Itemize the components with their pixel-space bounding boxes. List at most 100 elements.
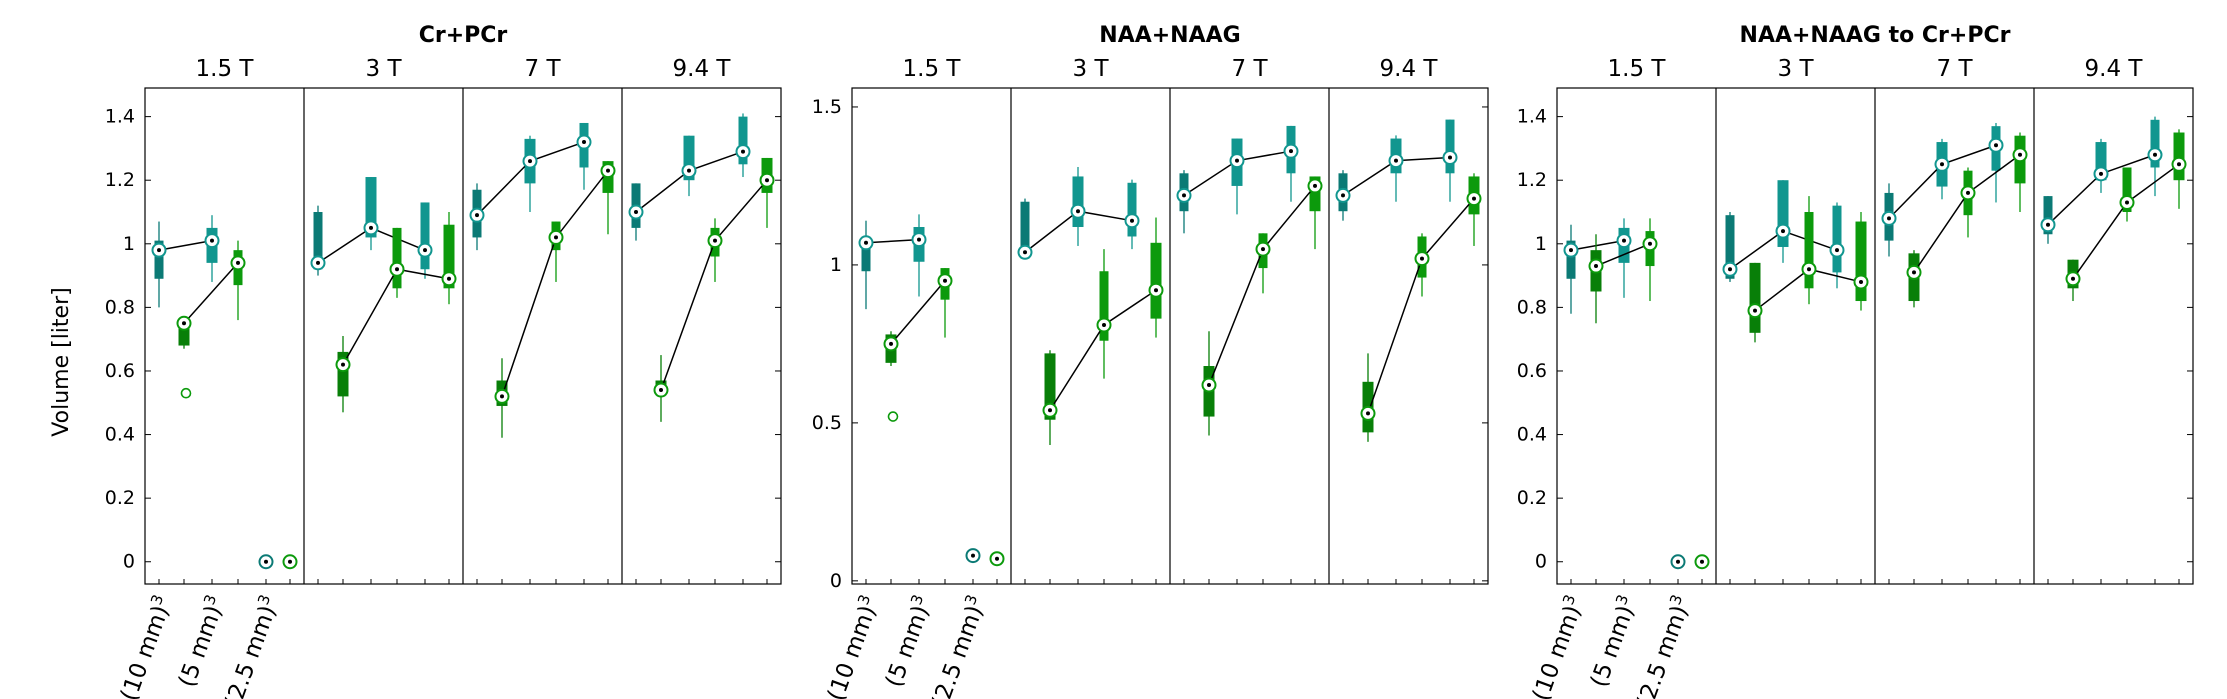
x-tick-label: (5 mm)3 [171, 592, 230, 690]
box [1777, 180, 1789, 247]
median-marker-dot [1994, 143, 1998, 148]
box [2122, 167, 2132, 212]
median-trend-line [1367, 198, 1475, 414]
field-strength-label: 1.5 T [1608, 56, 1667, 82]
median-marker-dot [1182, 193, 1186, 198]
median-marker-dot [634, 210, 638, 214]
field-strength-label: 7 T [525, 56, 562, 82]
median-marker-dot [765, 178, 769, 183]
box [2150, 119, 2160, 168]
median-marker-dot [1753, 308, 1757, 313]
box [1749, 262, 1761, 333]
y-tick-label: 1 [1535, 233, 1547, 255]
median-marker-dot [582, 140, 586, 145]
median-marker-dot [2177, 162, 2181, 167]
field-strength-label: 7 T [1937, 56, 1974, 82]
x-tick-exponent: 3 [961, 592, 981, 607]
median-marker-dot [2099, 171, 2103, 176]
chart-title: NAA+NAAG [1099, 23, 1240, 48]
box [443, 224, 455, 289]
median-marker-dot [606, 168, 610, 173]
box [1127, 182, 1137, 237]
x-tick-label: (10 mm)3 [113, 592, 177, 699]
zero-marker-dot [995, 556, 999, 561]
zero-marker-dot [264, 559, 268, 564]
median-marker-dot [1835, 248, 1839, 253]
box [154, 240, 164, 279]
y-tick-label: 1.4 [105, 106, 135, 128]
field-strength-label: 1.5 T [196, 56, 255, 82]
median-marker-dot [1912, 270, 1916, 275]
median-trend-line [1208, 185, 1316, 386]
median-marker-dot [1807, 267, 1811, 272]
median-marker-dot [1966, 190, 1970, 195]
median-marker-dot [2046, 222, 2050, 227]
x-tick-label: (5 mm)3 [1583, 592, 1642, 690]
box [178, 320, 190, 346]
field-strength-label: 9.4 T [1380, 56, 1439, 82]
median-marker-dot [475, 213, 479, 218]
median-marker-dot [1887, 216, 1891, 221]
median-marker-dot [1781, 229, 1785, 234]
median-marker-dot [1859, 279, 1863, 284]
median-marker-dot [1076, 209, 1080, 214]
median-marker-dot [2071, 276, 2075, 281]
box [313, 212, 323, 270]
box [861, 236, 871, 272]
y-axis-label: Volume [liter] [49, 287, 74, 436]
median-marker-dot [554, 235, 558, 240]
box [1099, 271, 1109, 341]
median-trend-line [865, 238, 920, 244]
x-tick-exponent: 3 [1612, 592, 1632, 607]
box [1832, 205, 1842, 273]
y-tick-label: 0 [123, 551, 135, 573]
field-strength-label: 3 T [1778, 56, 1815, 82]
y-tick-label: 0.4 [105, 424, 135, 446]
median-trend-line [183, 262, 239, 324]
field-strength-label: 9.4 T [2085, 56, 2144, 82]
median-marker-dot [1594, 264, 1598, 269]
y-tick-label: 0.6 [105, 360, 135, 382]
box [2095, 142, 2107, 181]
box [738, 116, 748, 165]
box [1566, 240, 1576, 279]
box [2043, 196, 2053, 235]
x-tick-exponent: 3 [147, 592, 167, 607]
median-marker-dot [687, 168, 691, 173]
median-marker-dot [1394, 158, 1398, 163]
x-tick-exponent: 3 [1666, 592, 1686, 607]
zero-marker-dot [1700, 559, 1704, 564]
x-tick-label: (2.5 mm)3 [1630, 592, 1697, 699]
median-marker-dot [236, 260, 240, 265]
y-tick-label: 1 [830, 254, 842, 276]
median-marker-dot [395, 267, 399, 272]
median-marker-dot [369, 225, 373, 230]
chart-title: NAA+NAAG to Cr+PCr [1740, 23, 2011, 48]
median-marker-dot [2153, 152, 2157, 157]
median-marker-dot [659, 388, 663, 393]
median-marker-dot [1569, 248, 1573, 253]
median-marker-dot [713, 238, 717, 243]
outlier-point [887, 411, 899, 422]
median-marker-dot [943, 278, 947, 283]
y-tick-label: 0.8 [105, 296, 135, 318]
y-tick-label: 1 [123, 233, 135, 255]
y-tick-label: 0 [830, 570, 842, 592]
zero-marker-dot [971, 553, 975, 558]
median-marker-dot [1102, 322, 1106, 327]
y-tick-label: 0.8 [1517, 296, 1547, 318]
median-trend-line [660, 179, 768, 391]
chart-2: NAA+NAAG 1.5 T 3 T 7 T 9.4 T 0 0.5 1 1.5 (10 mm)3… [812, 23, 1489, 699]
median-trend-line [1595, 243, 1651, 267]
field-strength-label: 1.5 T [903, 56, 962, 82]
chart-3: NAA+NAAG to Cr+PCr 1.5 T 3 T 7 T 9.4 T 0 0.2 0.… [1517, 23, 2194, 699]
x-tick-label: (10 mm)3 [1525, 592, 1589, 699]
box [365, 177, 377, 238]
median-marker-dot [1366, 411, 1370, 416]
median-marker-dot [316, 260, 320, 265]
y-tick-label: 0.2 [1517, 487, 1547, 509]
y-tick-label: 0 [1535, 551, 1547, 573]
median-trend-line [501, 170, 609, 397]
median-marker-dot [1448, 155, 1452, 160]
